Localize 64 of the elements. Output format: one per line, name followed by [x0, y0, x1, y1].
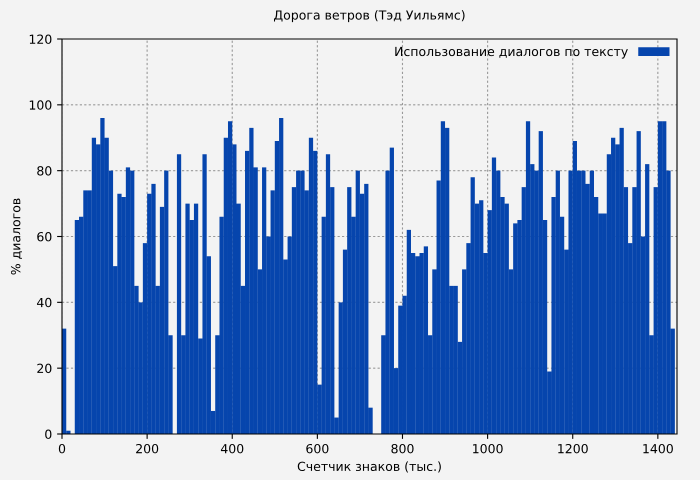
bar	[249, 128, 254, 434]
bar	[164, 170, 168, 434]
bar	[390, 148, 394, 434]
x-tick-label: 1400	[643, 444, 673, 454]
bar	[538, 131, 543, 434]
bar	[62, 328, 66, 434]
bar	[620, 128, 624, 434]
bar	[479, 200, 484, 434]
bar	[556, 170, 560, 434]
bar	[364, 184, 368, 434]
x-tick-label: 1000	[473, 444, 503, 454]
bar	[572, 141, 577, 434]
y-tick-label: 20	[37, 364, 52, 374]
bar	[658, 121, 662, 434]
x-tick-label: 800	[391, 444, 414, 454]
bar	[117, 194, 122, 434]
bar	[300, 170, 305, 434]
y-tick-label: 80	[37, 166, 52, 176]
bar	[296, 170, 300, 434]
bar	[92, 138, 96, 434]
bar	[645, 164, 650, 434]
x-tick-label: 600	[306, 444, 328, 454]
bar	[662, 121, 666, 434]
bar	[126, 167, 130, 434]
bar	[454, 286, 458, 434]
bar	[636, 131, 641, 434]
y-axis-title: % диалогов	[10, 198, 22, 275]
bar	[513, 223, 518, 434]
x-tick-label: 1200	[558, 444, 588, 454]
bar	[526, 121, 530, 434]
bar	[176, 154, 182, 434]
bar	[470, 177, 475, 434]
chart-title: Дорога ветров (Тэд Уильямс)	[274, 10, 465, 22]
bar	[83, 190, 88, 434]
bar	[440, 121, 446, 434]
bar	[326, 154, 330, 434]
bar	[194, 204, 198, 434]
bar	[202, 154, 207, 434]
y-tick-label: 0	[45, 429, 52, 439]
bar	[151, 184, 156, 434]
bar	[590, 170, 594, 434]
bar	[424, 246, 428, 434]
bar	[279, 118, 284, 434]
bar	[262, 167, 266, 434]
legend-label: Использование диалогов по тексту	[395, 46, 628, 59]
bar	[130, 170, 134, 434]
y-tick-label: 60	[37, 232, 52, 242]
x-tick-label: 200	[136, 444, 158, 454]
bar	[74, 220, 80, 434]
y-tick-label: 120	[30, 34, 52, 44]
bar	[347, 187, 352, 434]
bar	[415, 256, 420, 434]
bar	[492, 158, 496, 434]
bar	[100, 118, 105, 434]
x-axis-title: Счетчик знаков (тыс.)	[298, 461, 441, 473]
bar	[356, 170, 360, 434]
y-tick-label: 100	[30, 100, 52, 110]
bar	[308, 138, 314, 434]
bar	[228, 121, 232, 434]
x-tick-label: 0	[58, 444, 66, 454]
y-tick-label: 40	[36, 298, 52, 308]
x-tick-label: 400	[220, 444, 244, 454]
bar	[185, 204, 190, 434]
bar	[611, 138, 616, 434]
